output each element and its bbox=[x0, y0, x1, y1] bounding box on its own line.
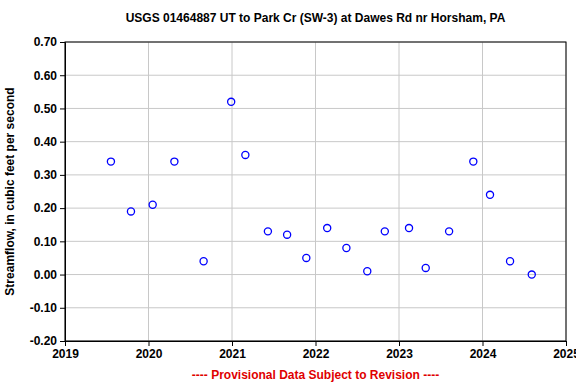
y-tick-label: 0.70 bbox=[34, 35, 58, 49]
x-tick-mark bbox=[232, 341, 233, 346]
point bbox=[303, 254, 310, 261]
annotation: ---- Provisional Data Subject to Revisio… bbox=[192, 368, 439, 382]
x-tick-mark bbox=[316, 341, 317, 346]
point bbox=[470, 158, 477, 165]
y-axis-line bbox=[60, 43, 66, 342]
point bbox=[446, 228, 453, 235]
y-tick-label: 0.50 bbox=[34, 102, 58, 116]
point bbox=[149, 201, 156, 208]
y-tick: 0.10 bbox=[34, 235, 65, 249]
point bbox=[405, 224, 412, 231]
point bbox=[343, 244, 350, 251]
y-tick: 0.30 bbox=[34, 168, 65, 182]
point bbox=[364, 268, 371, 275]
point bbox=[381, 228, 388, 235]
y-tick-label: 0.10 bbox=[34, 235, 58, 249]
y-tick-mark bbox=[60, 208, 65, 209]
y-tick-mark bbox=[60, 142, 65, 143]
y-tick-mark bbox=[60, 241, 65, 242]
y-tick: 0.40 bbox=[34, 135, 65, 149]
x-tick: 2023 bbox=[386, 341, 413, 361]
x-tick-mark bbox=[399, 341, 400, 346]
x-tick: 2021 bbox=[219, 341, 246, 361]
y-tick: 0.00 bbox=[34, 268, 65, 282]
x-tick: 2022 bbox=[303, 341, 330, 361]
points bbox=[107, 98, 535, 278]
y-tick-mark bbox=[60, 42, 65, 43]
y-tick-mark bbox=[60, 175, 65, 176]
x-tick-mark bbox=[149, 341, 150, 346]
y-axis-title: Streamflow, in cubic feet per second bbox=[3, 87, 17, 295]
y-tick-mark bbox=[60, 108, 65, 109]
grid-line-y bbox=[65, 274, 566, 275]
x-tick-label: 2019 bbox=[52, 347, 79, 361]
point bbox=[506, 258, 513, 265]
grid-line-x bbox=[315, 42, 316, 341]
chart: 2019 2020 2021 2022 2023 2024 2025 -0.20 -0.10 0.… bbox=[0, 0, 576, 384]
grid-line-x bbox=[148, 42, 149, 341]
point bbox=[324, 224, 331, 231]
x-tick-label: 2021 bbox=[219, 347, 246, 361]
point bbox=[127, 208, 134, 215]
y-tick: 0.60 bbox=[34, 69, 65, 83]
x-tick-label: 2022 bbox=[303, 347, 330, 361]
y-tick: 0.70 bbox=[34, 35, 65, 49]
grid-line-y bbox=[65, 108, 566, 109]
y-tick-mark bbox=[60, 308, 65, 309]
y-tick-label: 0.00 bbox=[34, 268, 58, 282]
x-tick: 2025 bbox=[553, 341, 576, 361]
grid-line-y bbox=[65, 174, 566, 175]
grid-line-x bbox=[482, 42, 483, 341]
title: USGS 01464887 UT to Park Cr (SW-3) at Da… bbox=[126, 11, 506, 25]
x-tick-mark bbox=[566, 341, 567, 346]
y-tick-mark bbox=[60, 341, 65, 342]
y-tick-label: 0.60 bbox=[34, 69, 58, 83]
x-axis: 2019 2020 2021 2022 2023 2024 2025 bbox=[52, 341, 576, 361]
point bbox=[264, 228, 271, 235]
grid-line-x bbox=[399, 42, 400, 341]
y-tick-mark bbox=[60, 275, 65, 276]
x-tick-label: 2023 bbox=[386, 347, 413, 361]
x-tick-label: 2025 bbox=[553, 347, 576, 361]
grid-line-y bbox=[65, 307, 566, 308]
y-tick: -0.10 bbox=[30, 301, 65, 315]
y-tick-label: -0.10 bbox=[30, 301, 58, 315]
x-tick-label: 2020 bbox=[136, 347, 163, 361]
y-tick-label: 0.30 bbox=[34, 168, 58, 182]
y-tick: -0.20 bbox=[30, 334, 65, 348]
grid-line-x bbox=[232, 42, 233, 341]
point bbox=[171, 158, 178, 165]
point bbox=[486, 191, 493, 198]
grid-line-y bbox=[65, 75, 566, 76]
grid bbox=[65, 42, 566, 341]
grid-line-y bbox=[65, 141, 566, 142]
y-tick-mark bbox=[60, 75, 65, 76]
point bbox=[107, 158, 114, 165]
point bbox=[242, 151, 249, 158]
point bbox=[284, 231, 291, 238]
y-tick: 0.50 bbox=[34, 102, 65, 116]
y-tick-label: 0.40 bbox=[34, 135, 58, 149]
grid-line-y bbox=[65, 208, 566, 209]
point bbox=[200, 258, 207, 265]
x-tick: 2024 bbox=[470, 341, 497, 361]
y-tick: 0.20 bbox=[34, 201, 65, 215]
point bbox=[228, 98, 235, 105]
x-tick: 2020 bbox=[136, 341, 163, 361]
y-tick-label: -0.20 bbox=[30, 334, 58, 348]
grid-line-y bbox=[65, 241, 566, 242]
point bbox=[528, 271, 535, 278]
plot-frame bbox=[65, 42, 566, 341]
x-tick-mark bbox=[483, 341, 484, 346]
x-axis-line bbox=[66, 342, 567, 347]
y-axis: -0.20 -0.10 0.00 0.10 0.20 0.30 0.40 0.50 0.60 0.… bbox=[30, 35, 66, 348]
point bbox=[422, 264, 429, 271]
x-tick-label: 2024 bbox=[470, 347, 497, 361]
y-tick-label: 0.20 bbox=[34, 201, 58, 215]
